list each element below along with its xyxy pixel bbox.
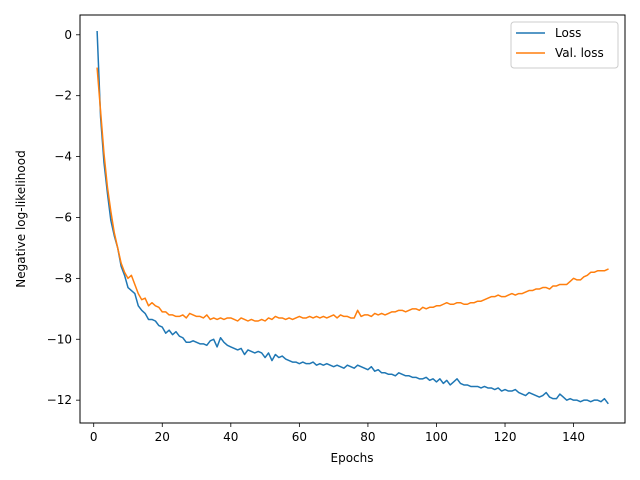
series-line-val-loss [96,67,609,322]
x-tick-label: 100 [425,430,448,444]
y-tick-label: −10 [47,332,72,346]
y-tick-label: −8 [54,271,72,285]
y-tick-label: −4 [54,150,72,164]
x-axis: 0 20 40 60 80 100 120 140 [90,423,585,444]
legend-label: Val. loss [555,46,604,60]
x-tick-label: 140 [562,430,585,444]
y-tick-label: −6 [54,210,72,224]
y-tick-label: −2 [54,89,72,103]
x-tick-label: 40 [223,430,238,444]
x-tick-label: 120 [494,430,517,444]
series-line-loss [96,30,609,405]
x-tick-label: 80 [360,430,375,444]
legend: Loss Val. loss [510,21,619,69]
plot-frame [79,14,626,424]
y-axis-label: Negative log-likelihood [14,150,28,287]
y-axis: 0 −2 −4 −6 −8 −10 −12 [47,28,80,407]
y-tick-label: −12 [47,393,72,407]
x-tick-label: 20 [155,430,170,444]
series-layer [96,30,609,405]
x-tick-label: 0 [90,430,98,444]
x-tick-label: 60 [292,430,307,444]
x-axis-label: Epochs [331,451,374,465]
legend-label: Loss [555,26,581,40]
y-tick-label: 0 [64,28,72,42]
